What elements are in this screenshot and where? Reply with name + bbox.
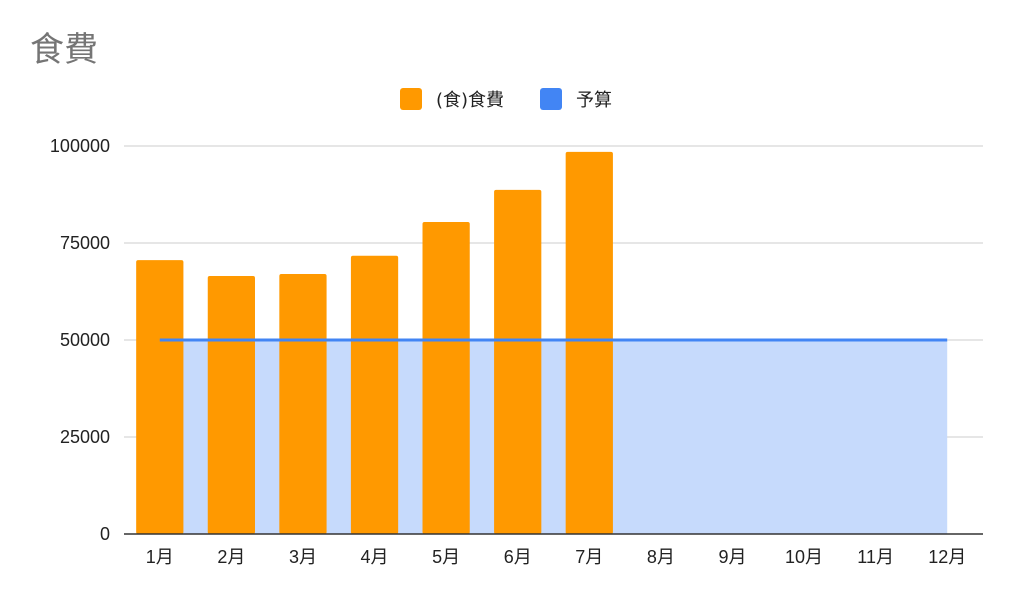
chart-title: 食費 [30,30,98,70]
y-tick-label: 100000 [50,136,110,156]
x-tick-label: 1月 [146,547,174,567]
legend-item-budget[interactable]: 予算 [540,86,612,112]
x-tick-label: 12月 [928,547,966,567]
y-tick-label: 75000 [60,233,110,253]
x-tick-label: 5月 [432,547,460,567]
bar-6 [494,189,542,534]
legend-swatch-food [399,88,422,110]
bar-3 [279,274,327,534]
x-tick-label: 9月 [718,547,746,567]
legend: (食)食費 予算 [0,86,1012,112]
legend-swatch-budget [540,88,563,110]
x-tick-label: 6月 [504,547,532,567]
bar-7 [565,151,613,534]
bar-2 [207,275,255,534]
bar-1 [136,260,184,534]
x-tick-label: 10月 [785,547,823,567]
x-tick-label: 7月 [575,547,603,567]
y-tick-label: 50000 [60,330,110,350]
budget-area [159,340,948,534]
x-tick-label: 11月 [857,547,894,567]
bar-4 [350,255,399,534]
x-tick-label: 4月 [361,547,389,567]
bar-5 [422,222,470,534]
legend-item-food[interactable]: (食)食費 [399,86,505,112]
x-tick-label: 3月 [289,547,317,567]
x-tick-label: 2月 [217,547,245,567]
x-tick-label: 8月 [647,547,675,567]
y-tick-label: 0 [100,524,110,544]
legend-label-food: (食)食費 [435,90,505,111]
legend-label-budget: 予算 [576,90,613,111]
y-tick-label: 25000 [60,427,110,447]
